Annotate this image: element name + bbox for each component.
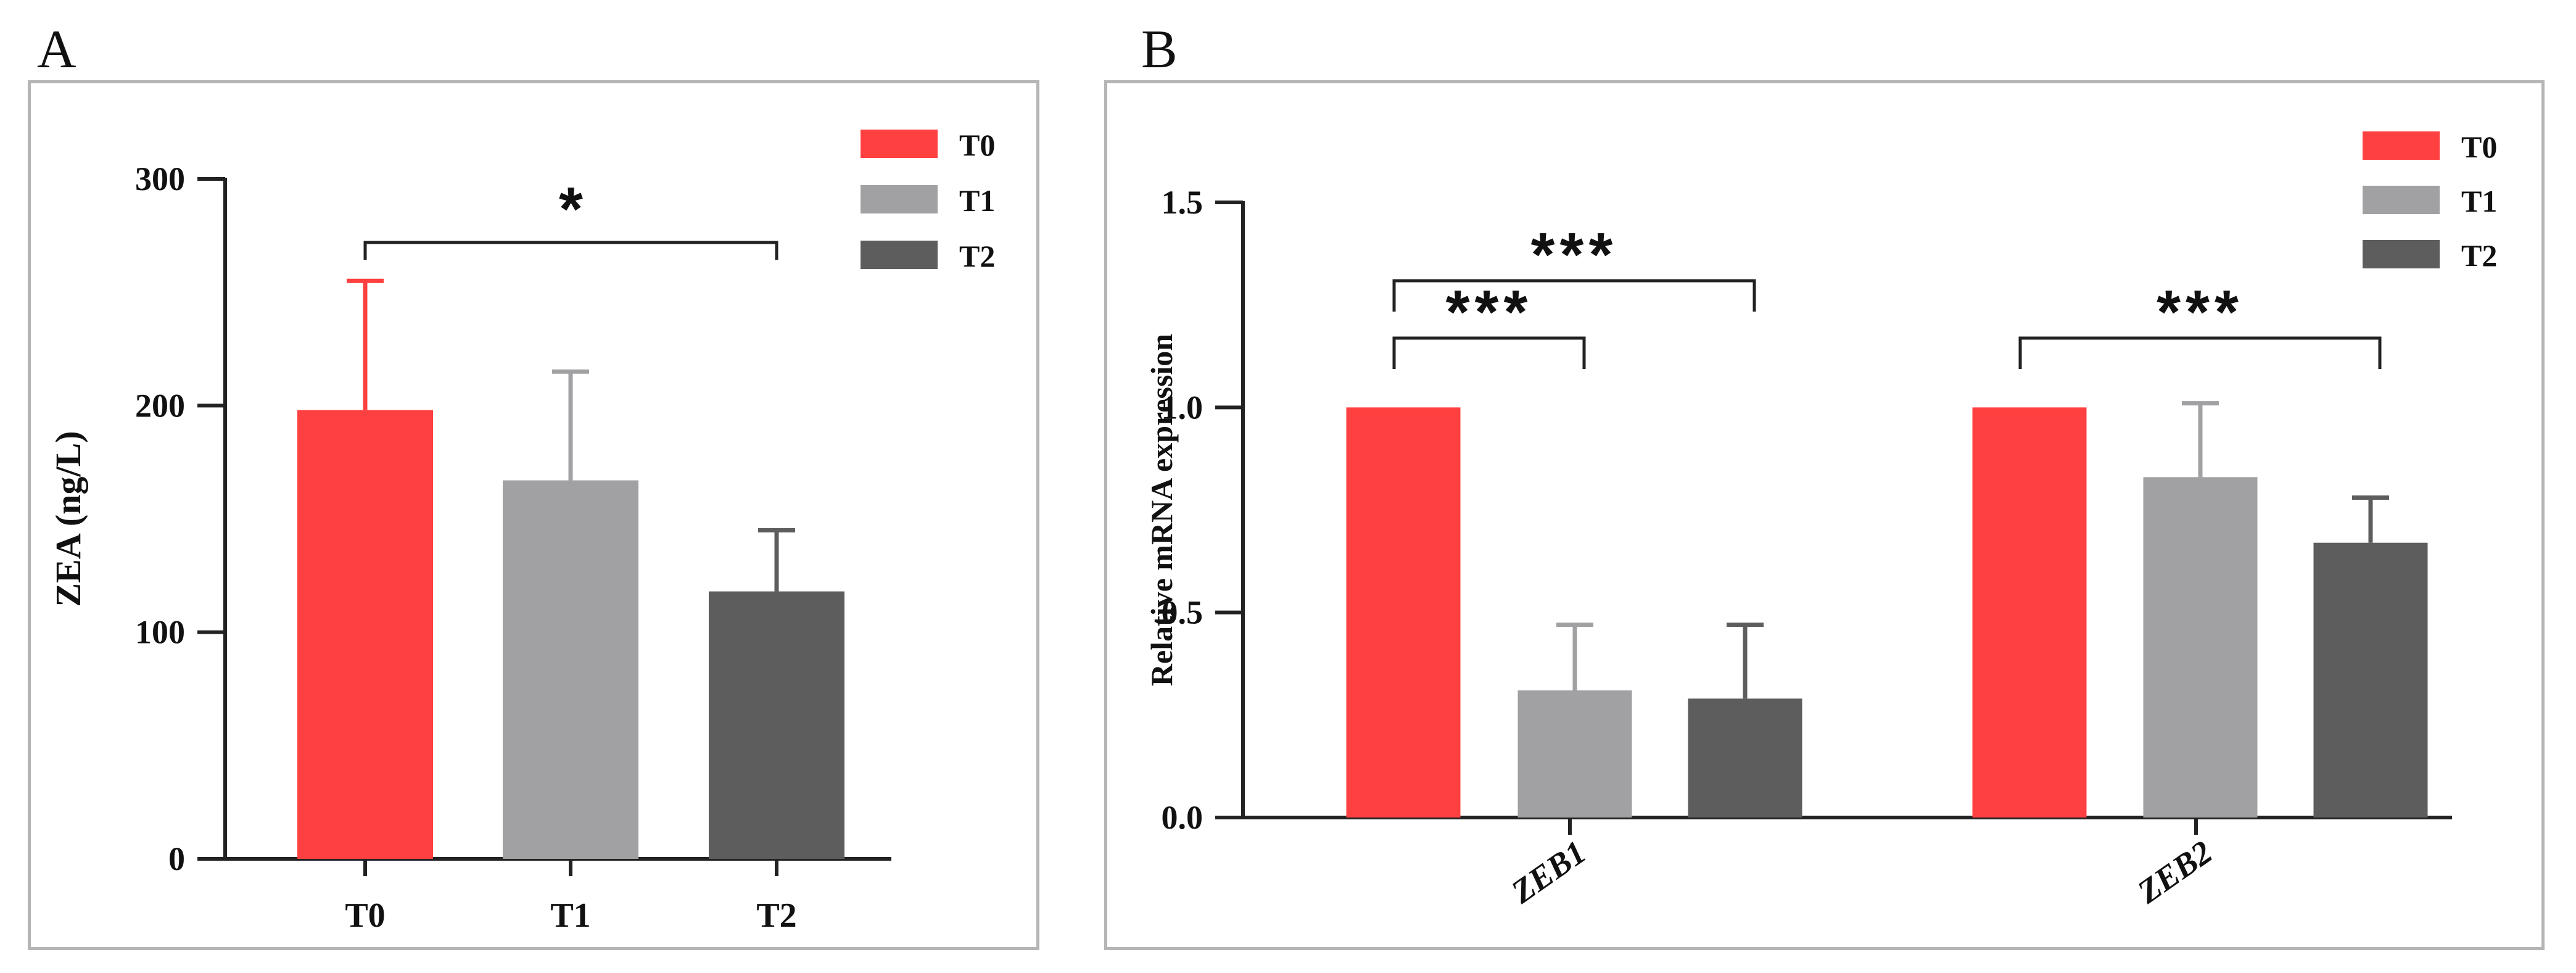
panel-b-x-tick-label-zeb2: ZEB2 xyxy=(2130,834,2218,911)
panel-b-significance-bracket xyxy=(1392,336,1586,369)
panel-a-bar-t0 xyxy=(297,410,433,859)
panel-b-y-tick-label: 0.5 xyxy=(1162,594,1203,631)
panel-a-bar-t2 xyxy=(709,591,844,859)
panel-b-letter: B xyxy=(1141,20,1178,80)
panel-b-y-tick-label: 1.5 xyxy=(1162,184,1203,221)
panel-a-bar-t1 xyxy=(503,480,638,859)
panel-b-significance-stars: *** xyxy=(1531,220,1618,289)
panel-a-letter: A xyxy=(37,20,76,80)
panel-a-y-tick-label: 0 xyxy=(168,840,185,877)
panel-a-legend-label-t1: T1 xyxy=(959,183,995,218)
panel-b-significance-stars: *** xyxy=(1446,278,1533,347)
panel-a-significance-star: * xyxy=(559,175,583,244)
panel-b-significance-stars: *** xyxy=(2157,278,2244,347)
panel-a-legend-label-t0: T0 xyxy=(959,128,995,162)
panel-a-y-axis-label: ZEA (ng/L) xyxy=(48,431,88,607)
panel-b-legend-label-t0: T0 xyxy=(2461,130,2497,164)
panel-b-y-tick-label: 1.0 xyxy=(1162,389,1203,426)
panel-a-legend-swatch-t0 xyxy=(861,130,938,158)
panel-a-legend-swatch-t1 xyxy=(861,185,938,213)
panel-a-legend-label-t2: T2 xyxy=(959,239,995,273)
panel-b-bar-zeb1-t1 xyxy=(1517,690,1632,818)
panel-a-y-tick-label: 200 xyxy=(135,387,185,424)
panel-a-frame xyxy=(28,80,1039,950)
panel-a-x-tick-label-t0: T0 xyxy=(345,896,385,935)
panel-b-frame xyxy=(1104,80,2545,950)
panel-b-x-tick-label-zeb1: ZEB1 xyxy=(1504,834,1592,911)
panel-a-significance-bracket xyxy=(363,241,778,260)
panel-b-legend-label-t2: T2 xyxy=(2461,238,2497,273)
panel-b-significance-bracket xyxy=(1392,279,1756,312)
panel-b-chart: 0.0 0.5 1.0 1.5 Relative mRNA expression ZEB1… xyxy=(1144,184,2452,911)
panel-b-legend-label-t1: T1 xyxy=(2461,184,2497,218)
panel-a-chart: 0 100 200 300 ZEA (ng/L) T0 T1 T2 * xyxy=(48,160,891,935)
panel-b-bar-zeb2-t2 xyxy=(2313,542,2428,818)
panel-b-bar-zeb2-t1 xyxy=(2143,477,2258,818)
panel-b-y-axis-label: Relative mRNA expression xyxy=(1144,334,1179,686)
panel-a-y-tick-label: 100 xyxy=(135,614,185,651)
panel-b-bar-zeb1-t2 xyxy=(1688,698,1802,818)
panel-b-y-tick-label: 0.0 xyxy=(1162,799,1203,836)
panel-a-legend-swatch-t2 xyxy=(861,241,938,269)
panel-b-bar-zeb1-t0 xyxy=(1346,407,1461,818)
panel-b-bar-zeb2-t0 xyxy=(1972,407,2087,818)
panel-b-significance-bracket xyxy=(2018,336,2382,369)
panel-a-x-tick-label-t1: T1 xyxy=(550,896,590,935)
panel-b-legend-swatch-t1 xyxy=(2363,186,2440,214)
panel-a-y-tick-label: 300 xyxy=(135,160,185,197)
panel-a-x-tick-label-t2: T2 xyxy=(756,896,796,935)
panel-b-legend-swatch-t0 xyxy=(2363,131,2440,160)
panel-b-legend-swatch-t2 xyxy=(2363,240,2440,268)
